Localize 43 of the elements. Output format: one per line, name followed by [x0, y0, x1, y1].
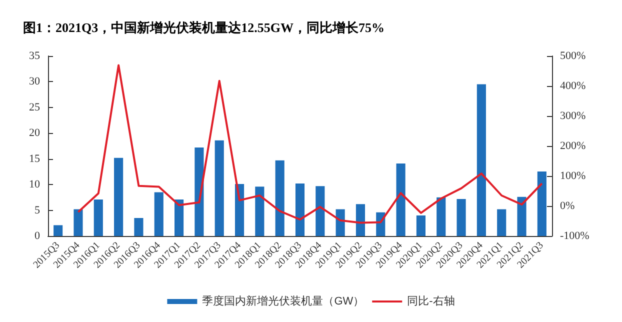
bar: [537, 171, 546, 236]
y-tick-label: 30: [29, 76, 40, 88]
legend-label: 同比-右轴: [407, 294, 455, 308]
bar: [114, 158, 124, 236]
bar: [194, 148, 204, 236]
y2-tick-label: -100%: [560, 230, 590, 242]
bar: [134, 218, 144, 236]
bar: [497, 209, 506, 236]
y-tick-label: 35: [29, 50, 40, 62]
y2-tick-label: 100%: [560, 170, 586, 182]
bar: [316, 186, 325, 236]
bar: [396, 163, 406, 236]
bar: [336, 209, 345, 236]
y2-tick-label: 300%: [560, 110, 586, 122]
bar: [517, 196, 526, 236]
bar: [255, 186, 264, 236]
legend-label: 季度国内新增光伏装机量（GW）: [202, 294, 364, 308]
bar: [476, 84, 486, 236]
y-tick-label: 15: [29, 152, 40, 165]
bar: [234, 184, 244, 236]
y-tick-label: 0: [34, 230, 40, 242]
y2-tick-label: 400%: [560, 80, 586, 92]
bar: [174, 199, 184, 236]
bar: [456, 198, 466, 236]
bar: [54, 225, 63, 236]
bar: [214, 140, 224, 236]
bar: [275, 160, 284, 236]
bar: [436, 197, 446, 236]
y-tick-label: 25: [29, 101, 40, 114]
y2-tick-label: 200%: [560, 140, 586, 152]
y-tick-label: 20: [29, 127, 40, 140]
bar: [416, 215, 426, 236]
bar: [295, 184, 305, 236]
y-tick-label: 10: [29, 178, 40, 191]
chart-title: 图1：2021Q3，中国新增光伏装机量达12.55GW，同比增长75%: [23, 20, 384, 35]
line-series: [77, 64, 543, 224]
y2-tick-label: 0%: [560, 200, 575, 212]
bar: [154, 192, 164, 236]
bar: [94, 199, 103, 236]
bar: [74, 209, 83, 236]
bar: [356, 204, 366, 236]
y-tick-label: 5: [34, 204, 40, 216]
y2-tick-label: 500%: [560, 50, 586, 62]
